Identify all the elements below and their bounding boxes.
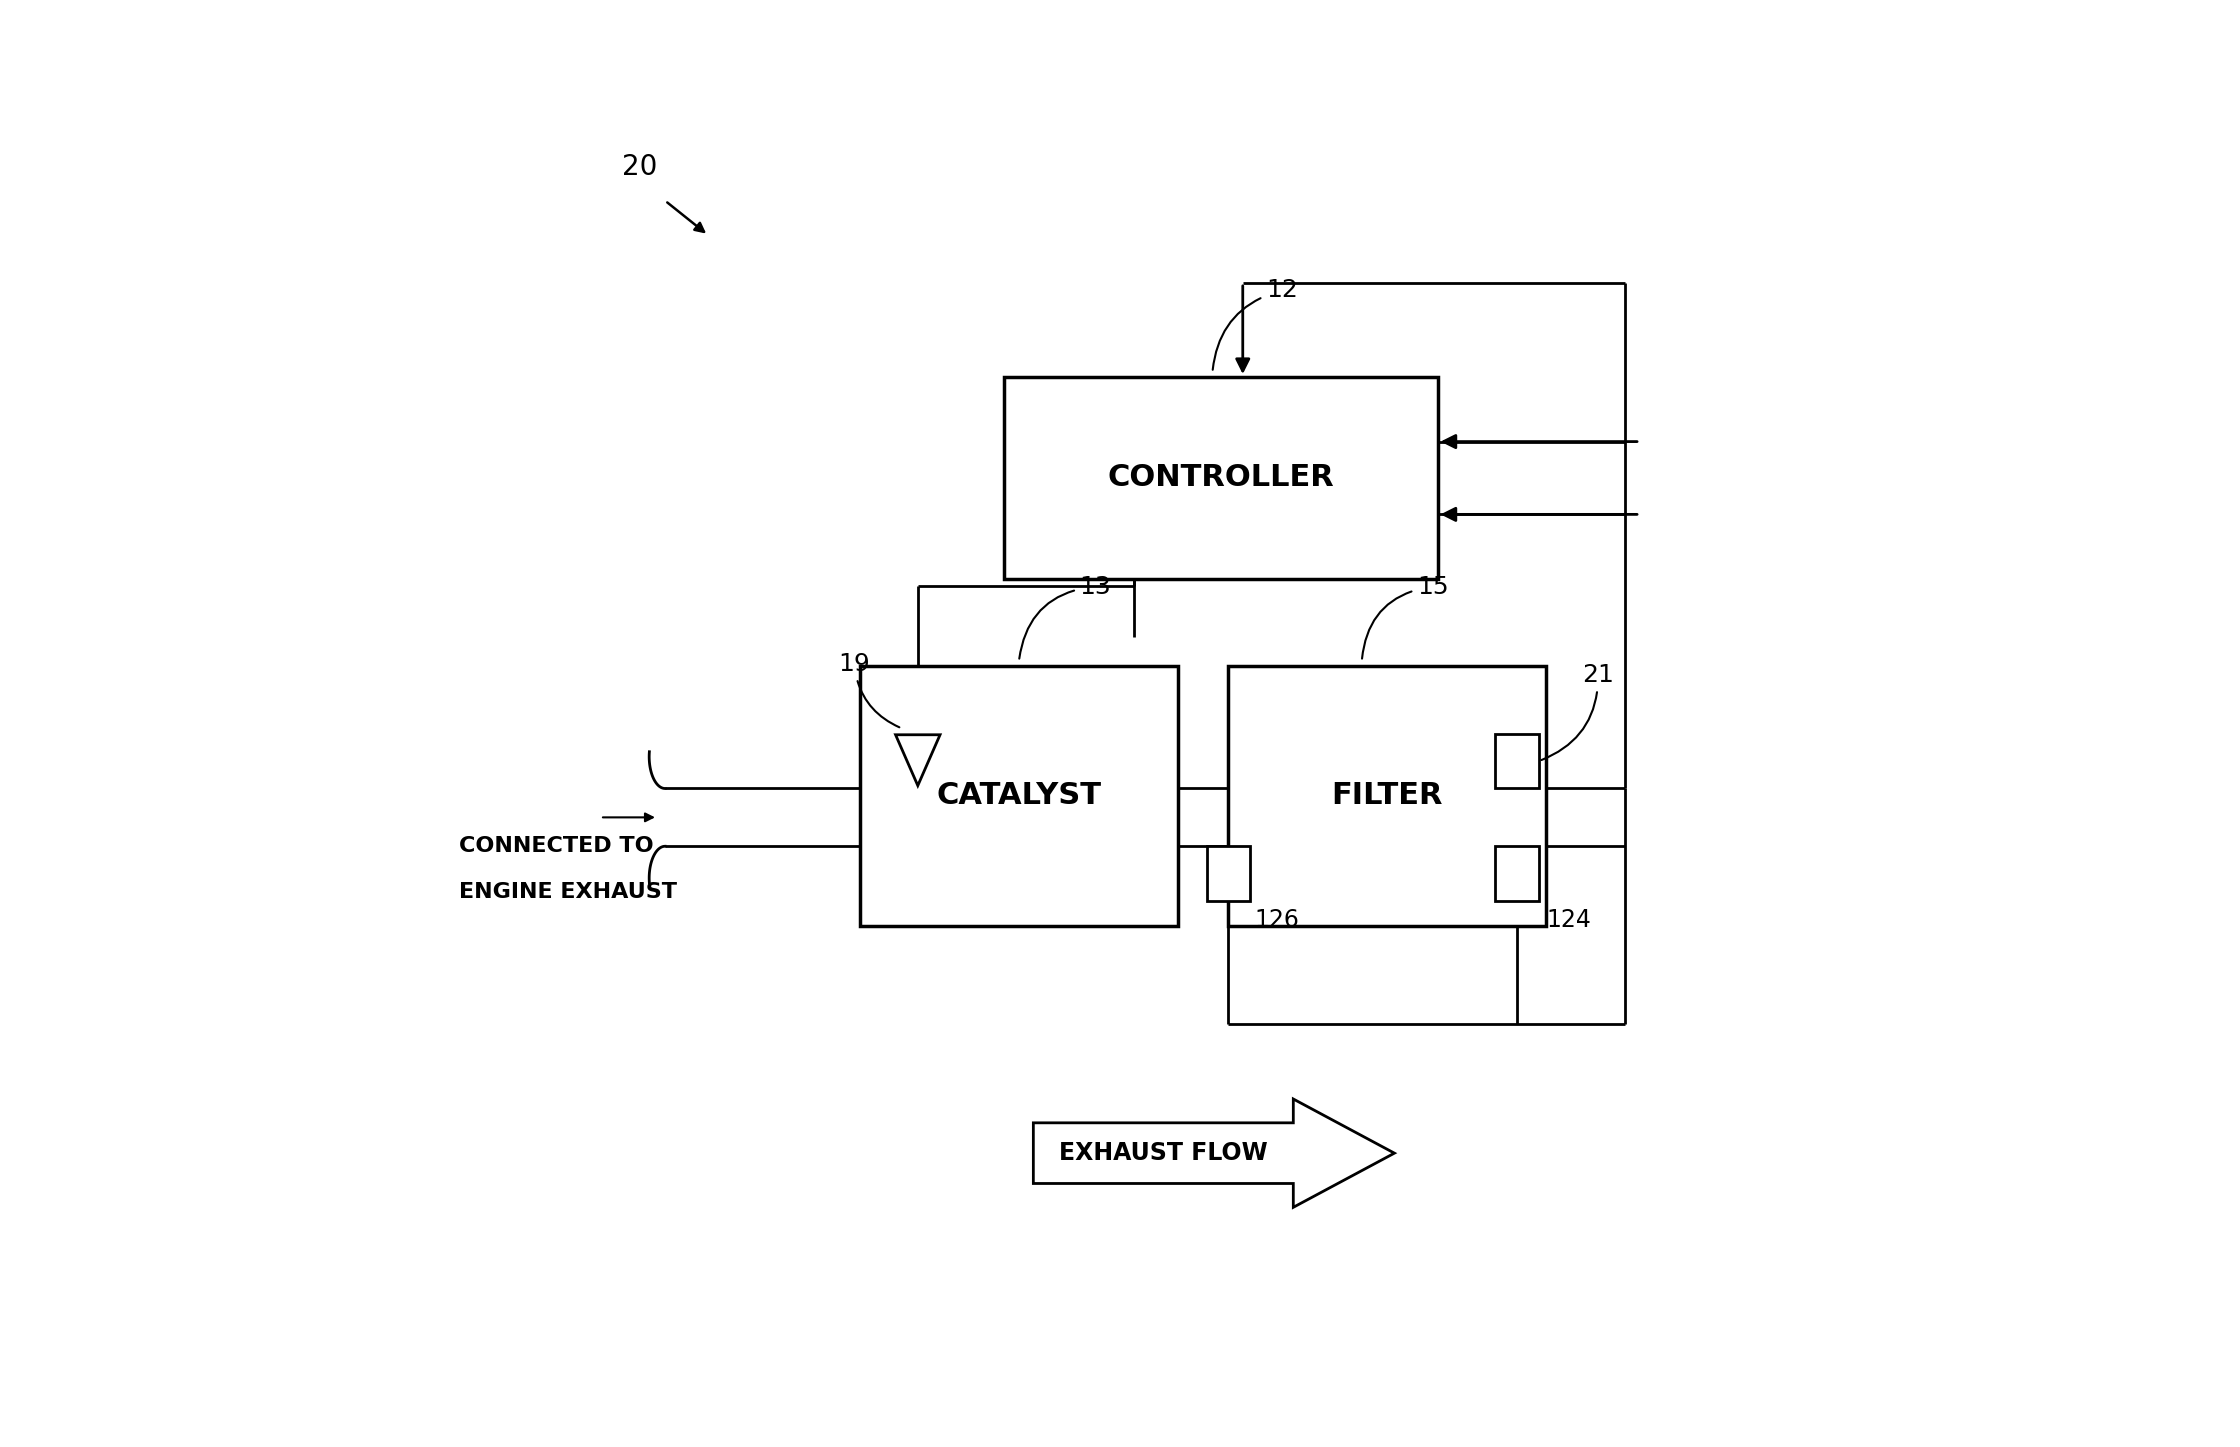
Text: 12: 12	[1212, 278, 1297, 370]
Text: CONNECTED TO: CONNECTED TO	[459, 836, 654, 857]
Polygon shape	[1033, 1100, 1396, 1207]
Text: 21: 21	[1541, 663, 1615, 760]
Bar	[1228, 666, 1546, 926]
Text: EXHAUST FLOW: EXHAUST FLOW	[1060, 1142, 1268, 1165]
Bar	[1207, 846, 1250, 901]
Bar	[1004, 376, 1438, 579]
Text: 126: 126	[1254, 909, 1299, 932]
Text: 19: 19	[838, 651, 900, 728]
Text: 15: 15	[1362, 574, 1449, 658]
Text: 13: 13	[1019, 574, 1111, 658]
Bar	[1496, 734, 1539, 789]
Bar	[860, 666, 1178, 926]
Bar	[1496, 846, 1539, 901]
Text: 20: 20	[623, 153, 656, 181]
Text: 124: 124	[1546, 909, 1590, 932]
Text: FILTER: FILTER	[1331, 781, 1443, 810]
Text: ENGINE EXHAUST: ENGINE EXHAUST	[459, 883, 676, 903]
Polygon shape	[896, 735, 941, 786]
Text: CATALYST: CATALYST	[936, 781, 1102, 810]
Text: CONTROLLER: CONTROLLER	[1109, 463, 1335, 492]
